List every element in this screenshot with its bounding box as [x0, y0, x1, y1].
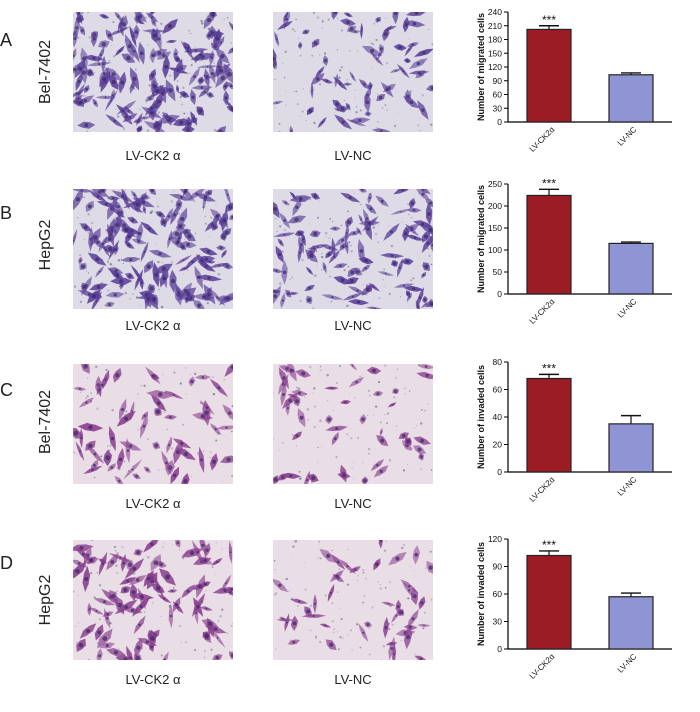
x-tick-label: LV-CK2α	[528, 125, 557, 154]
image-label-d-nc: LV-NC	[334, 672, 372, 687]
row-label-b: HepG2	[37, 219, 54, 271]
micrograph-texture	[273, 364, 433, 484]
bar-chart-c: 0 20 40 60 80 Number of invaded cells *** LV-CK…	[470, 350, 700, 525]
bar-chart-a: 0 30 60 90 120 150 180 210 240 Number of migrated…	[470, 0, 700, 175]
micrograph-a-ck2	[73, 12, 233, 132]
micrograph-a-nc	[273, 12, 433, 132]
y-tick-label: 90	[493, 562, 503, 572]
y-tick-label: 200	[488, 201, 502, 211]
y-tick-label: 80	[493, 357, 503, 367]
y-tick-label: 100	[488, 245, 502, 255]
micrograph-texture	[73, 364, 233, 484]
panel-letter-a: A	[0, 30, 13, 50]
row-label-a: Bel-7402	[37, 39, 54, 105]
panel-letter-b: B	[0, 203, 13, 223]
bar-lv-nc	[608, 596, 654, 650]
y-tick-label: 0	[497, 467, 502, 477]
image-label-d-ck2: LV-CK2 α	[125, 672, 181, 687]
micrograph-b-nc	[273, 189, 433, 309]
row-label-c: Bel-7402	[37, 389, 54, 455]
bar-chart-b: 0 50 100 150 200 250 Number of migrated cells *…	[470, 172, 700, 347]
x-tick-label: LV-NC	[616, 652, 639, 675]
y-tick-label: 180	[488, 35, 502, 45]
image-label-b-nc: LV-NC	[334, 318, 372, 333]
micrograph-c-nc	[273, 364, 433, 484]
y-axis-label: Number of migrated cells	[476, 13, 486, 121]
panel-letter-c: C	[0, 380, 13, 400]
y-tick-label: 90	[493, 76, 503, 86]
bar-lv-ck2a	[526, 194, 572, 295]
y-axis-label: Number of invaded cells	[476, 542, 486, 646]
y-tick-label: 30	[493, 617, 503, 627]
micrograph-texture	[273, 189, 433, 309]
panel-letter-d: D	[0, 553, 13, 573]
micrograph-texture	[273, 12, 433, 132]
image-label-c-nc: LV-NC	[334, 496, 372, 511]
image-label-c-ck2: LV-CK2 α	[125, 496, 181, 511]
micrograph-texture	[73, 12, 233, 132]
y-tick-label: 150	[488, 48, 502, 58]
x-tick-label: LV-CK2α	[528, 652, 557, 681]
x-tick-label: LV-CK2α	[528, 475, 557, 504]
y-tick-label: 0	[497, 644, 502, 654]
y-tick-label: 0	[497, 117, 502, 127]
bar-lv-ck2a	[526, 554, 572, 650]
y-tick-label: 210	[488, 21, 502, 31]
x-tick-label: LV-NC	[616, 297, 639, 320]
x-tick-label: LV-NC	[616, 475, 639, 498]
image-label-a-nc: LV-NC	[334, 148, 372, 163]
y-tick-label: 50	[493, 267, 503, 277]
micrograph-texture	[73, 189, 233, 309]
y-tick-label: 0	[497, 289, 502, 299]
y-tick-label: 120	[488, 62, 502, 72]
x-tick-label: LV-CK2α	[528, 297, 557, 326]
micrograph-d-nc	[273, 540, 433, 660]
bar-lv-nc	[608, 74, 654, 123]
significance-label: ***	[542, 176, 556, 190]
micrograph-b-ck2	[73, 189, 233, 309]
bar-lv-nc	[608, 242, 654, 295]
micrograph-texture	[73, 540, 233, 660]
y-tick-label: 20	[493, 440, 503, 450]
y-tick-label: 250	[488, 179, 502, 189]
micrograph-c-ck2	[73, 364, 233, 484]
bar-chart-d: 0 30 60 90 120 Number of invaded cells *** LV-C…	[470, 527, 700, 702]
image-label-b-ck2: LV-CK2 α	[125, 318, 181, 333]
bar-lv-nc	[608, 423, 654, 473]
row-label-d: HepG2	[37, 574, 54, 626]
y-tick-label: 60	[493, 385, 503, 395]
y-axis-label: Number of migrated cells	[476, 185, 486, 293]
y-tick-label: 60	[493, 589, 503, 599]
significance-label: ***	[542, 538, 556, 552]
y-tick-label: 240	[488, 7, 502, 17]
y-tick-label: 40	[493, 412, 503, 422]
bar-lv-ck2a	[526, 377, 572, 473]
significance-label: ***	[542, 361, 556, 375]
y-tick-label: 30	[493, 103, 503, 113]
x-tick-label: LV-NC	[616, 125, 639, 148]
micrograph-d-ck2	[73, 540, 233, 660]
y-tick-label: 120	[488, 534, 502, 544]
y-axis-label: Number of invaded cells	[476, 365, 486, 469]
y-tick-label: 150	[488, 223, 502, 233]
micrograph-texture	[273, 540, 433, 660]
image-label-a-ck2: LV-CK2 α	[125, 148, 181, 163]
bar-lv-ck2a	[526, 28, 572, 123]
significance-label: ***	[542, 13, 556, 27]
y-tick-label: 60	[493, 90, 503, 100]
